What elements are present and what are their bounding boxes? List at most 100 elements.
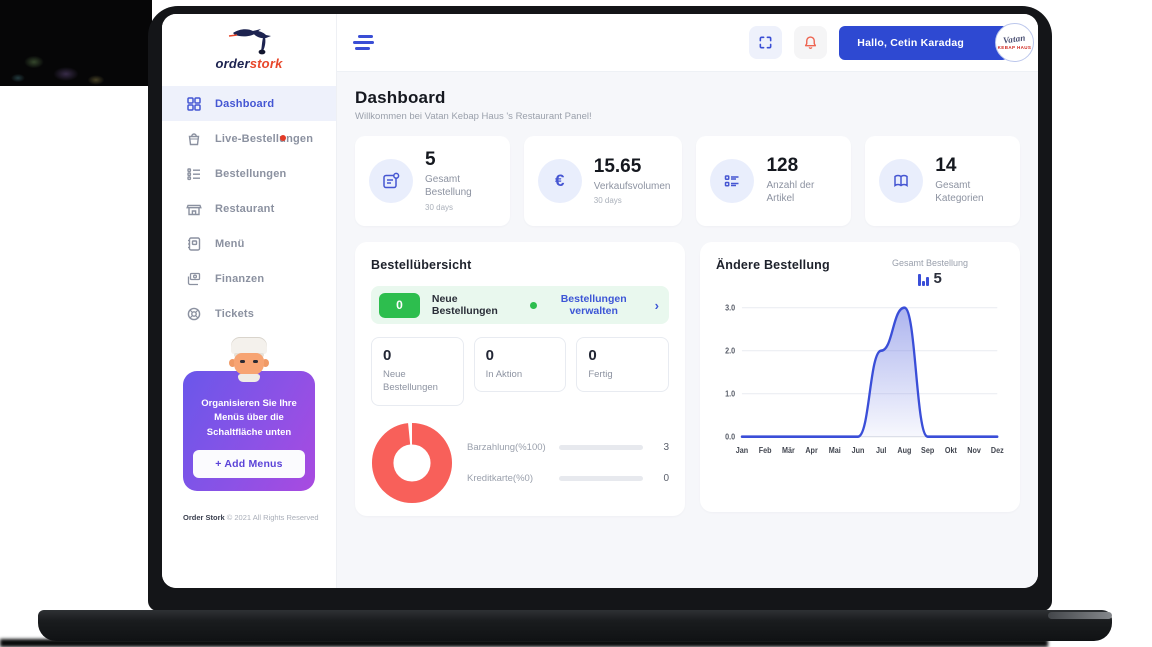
avatar: Vatan KEBAP HAUS bbox=[995, 22, 1034, 62]
hamburger-menu-icon[interactable] bbox=[353, 35, 377, 50]
payment-legend: Barzahlung(%100) 3 Kreditkarte(%0) 0 bbox=[467, 442, 669, 484]
fullscreen-icon bbox=[759, 36, 772, 49]
sidebar-item-label: Live-Bestellungen bbox=[215, 132, 314, 145]
tickets-icon bbox=[187, 307, 201, 320]
laptop-base bbox=[38, 610, 1112, 641]
order-status-boxes: 0 Neue Bestellungen 0 In Aktion 0 Fertig bbox=[371, 337, 670, 406]
svg-text:0.0: 0.0 bbox=[725, 432, 735, 442]
new-orders-banner: 0 Neue Bestellungen Bestellungen verwalt… bbox=[371, 286, 669, 324]
banner-label: Neue Bestellungen bbox=[431, 293, 498, 317]
page-title: Dashboard bbox=[355, 88, 446, 107]
svg-text:Jun: Jun bbox=[852, 446, 865, 456]
add-menus-promo-card: Organisieren Sie Ihre Menüs über die Sch… bbox=[183, 337, 315, 491]
svg-text:Sep: Sep bbox=[921, 446, 934, 456]
brand-wordmark: orderstork bbox=[215, 56, 283, 71]
legend-row-card: Kreditkarte(%0) 0 bbox=[467, 472, 669, 484]
orders-area-chart: 0.0 1.0 2.0 3.0 Jan Feb Mär Apr Mai Jun Jul Aug Sep O… bbox=[725, 303, 1004, 456]
sidebar-item-label: Restaurant bbox=[215, 202, 275, 215]
svg-text:Apr: Apr bbox=[805, 446, 817, 456]
euro-icon: € bbox=[537, 159, 582, 203]
sidebar-item-tickets[interactable]: Tickets bbox=[162, 296, 336, 331]
user-greeting-label: Hallo, Cetin Karadag bbox=[857, 36, 964, 49]
box-in-action: 0 In Aktion bbox=[473, 337, 567, 393]
bell-icon bbox=[805, 36, 817, 49]
stork-logo-icon bbox=[223, 25, 275, 60]
orders-trend-panel: Ändere Bestellung Gesamt Bestellung 5 0.… bbox=[700, 242, 1020, 512]
brand-logo[interactable]: orderstork bbox=[162, 14, 336, 76]
order-note-icon bbox=[369, 159, 413, 203]
status-dot bbox=[529, 301, 537, 309]
stat-label: Verkaufsvolumen bbox=[593, 180, 671, 192]
svg-text:Dez: Dez bbox=[991, 446, 1004, 456]
sidebar-item-label: Finanzen bbox=[215, 272, 265, 285]
legend-bar-cash bbox=[559, 444, 643, 450]
trend-total-value: 5 bbox=[933, 270, 942, 287]
items-list-icon bbox=[710, 159, 755, 203]
open-book-icon bbox=[879, 159, 924, 203]
orders-list-icon bbox=[187, 167, 200, 180]
overview-title: Bestellübersicht bbox=[371, 258, 472, 272]
svg-text:Jan: Jan bbox=[736, 446, 749, 456]
app-window: orderstork Dashboard Live-Bestellungen B… bbox=[162, 14, 1038, 588]
svg-text:Nov: Nov bbox=[967, 446, 981, 456]
fullscreen-button[interactable] bbox=[749, 26, 783, 59]
svg-text:Mär: Mär bbox=[782, 446, 795, 456]
promo-message: Organisieren Sie Ihre Menüs über die Sch… bbox=[201, 398, 297, 438]
stat-value: 5 bbox=[425, 149, 436, 171]
finances-icon bbox=[187, 272, 201, 285]
dashboard-content: Dashboard Willkommen bei Vatan Kebap Hau… bbox=[337, 72, 1038, 588]
box-new-orders: 0 Neue Bestellungen bbox=[371, 337, 464, 406]
stats-row: 5 Gesamt Bestellung 30 days € 15.65 Verk… bbox=[355, 136, 1021, 226]
svg-text:2.0: 2.0 bbox=[725, 346, 735, 356]
sidebar-item-label: Tickets bbox=[215, 307, 255, 320]
sidebar: orderstork Dashboard Live-Bestellungen B… bbox=[162, 14, 337, 588]
sidebar-item-label: Dashboard bbox=[215, 97, 275, 110]
copyright-brand: Order Stork bbox=[183, 512, 225, 522]
payment-donut-chart bbox=[371, 422, 453, 504]
svg-text:Jul: Jul bbox=[876, 446, 886, 456]
stat-card-article-count: 128 Anzahl der Artikel bbox=[696, 136, 852, 226]
stat-card-total-categories: 14 Gesamt Kategorien bbox=[865, 136, 1021, 226]
legend-row-cash: Barzahlung(%100) 3 bbox=[467, 441, 669, 453]
laptop-shadow bbox=[0, 639, 1048, 647]
stat-card-sales-volume: € 15.65 Verkaufsvolumen 30 days bbox=[523, 136, 683, 226]
sidebar-item-label: Bestellungen bbox=[215, 167, 287, 180]
live-orders-icon bbox=[188, 132, 200, 145]
stat-value: 15.65 bbox=[593, 155, 642, 177]
background-photo-fragment bbox=[0, 0, 152, 86]
chef-mascot-illustration bbox=[224, 337, 274, 383]
box-done: 0 Fertig bbox=[576, 337, 670, 393]
copyright-rest: © 2021 All Rights Reserved bbox=[226, 512, 319, 522]
stat-label: Gesamt Bestellung bbox=[425, 173, 472, 199]
legend-bar-card bbox=[559, 475, 643, 481]
sidebar-item-orders[interactable]: Bestellungen bbox=[162, 156, 336, 191]
mini-bars-icon bbox=[918, 274, 929, 286]
svg-text:Mai: Mai bbox=[829, 446, 841, 456]
restaurant-icon bbox=[186, 204, 202, 215]
page-subtitle: Willkommen bei Vatan Kebap Haus 's Resta… bbox=[355, 111, 592, 122]
sidebar-item-dashboard[interactable]: Dashboard bbox=[162, 86, 336, 121]
stat-value: 128 bbox=[766, 155, 799, 177]
sidebar-item-restaurant[interactable]: Restaurant bbox=[162, 191, 336, 226]
sidebar-nav: Dashboard Live-Bestellungen Bestellungen… bbox=[162, 86, 336, 331]
stat-label: Anzahl der Artikel bbox=[766, 179, 815, 205]
payment-chart-section: Barzahlung(%100) 3 Kreditkarte(%0) 0 bbox=[371, 422, 669, 504]
chevron-right-icon: › bbox=[654, 297, 659, 313]
user-greeting-button[interactable]: Hallo, Cetin Karadag Vatan KEBAP HAUS bbox=[839, 22, 1034, 62]
trend-legend: Gesamt Bestellung 5 bbox=[891, 258, 968, 287]
stat-card-total-orders: 5 Gesamt Bestellung 30 days bbox=[355, 136, 510, 226]
sidebar-item-finances[interactable]: Finanzen bbox=[162, 261, 336, 296]
notifications-button[interactable] bbox=[794, 26, 828, 59]
laptop-screen-bezel: orderstork Dashboard Live-Bestellungen B… bbox=[148, 6, 1052, 611]
svg-text:Feb: Feb bbox=[759, 446, 772, 456]
stat-value: 14 bbox=[935, 155, 957, 177]
new-orders-badge: 0 bbox=[379, 292, 420, 318]
add-menus-button[interactable]: + Add Menus bbox=[193, 449, 305, 478]
stat-label: Gesamt Kategorien bbox=[935, 179, 984, 205]
sidebar-item-live-orders[interactable]: Live-Bestellungen bbox=[162, 121, 336, 156]
sidebar-item-menu[interactable]: Menü bbox=[162, 226, 336, 261]
notification-dot bbox=[280, 135, 286, 141]
manage-orders-link[interactable]: Bestellungen verwalten › bbox=[537, 293, 659, 317]
topbar: Hallo, Cetin Karadag Vatan KEBAP HAUS bbox=[337, 14, 1038, 72]
svg-text:Okt: Okt bbox=[945, 446, 957, 456]
